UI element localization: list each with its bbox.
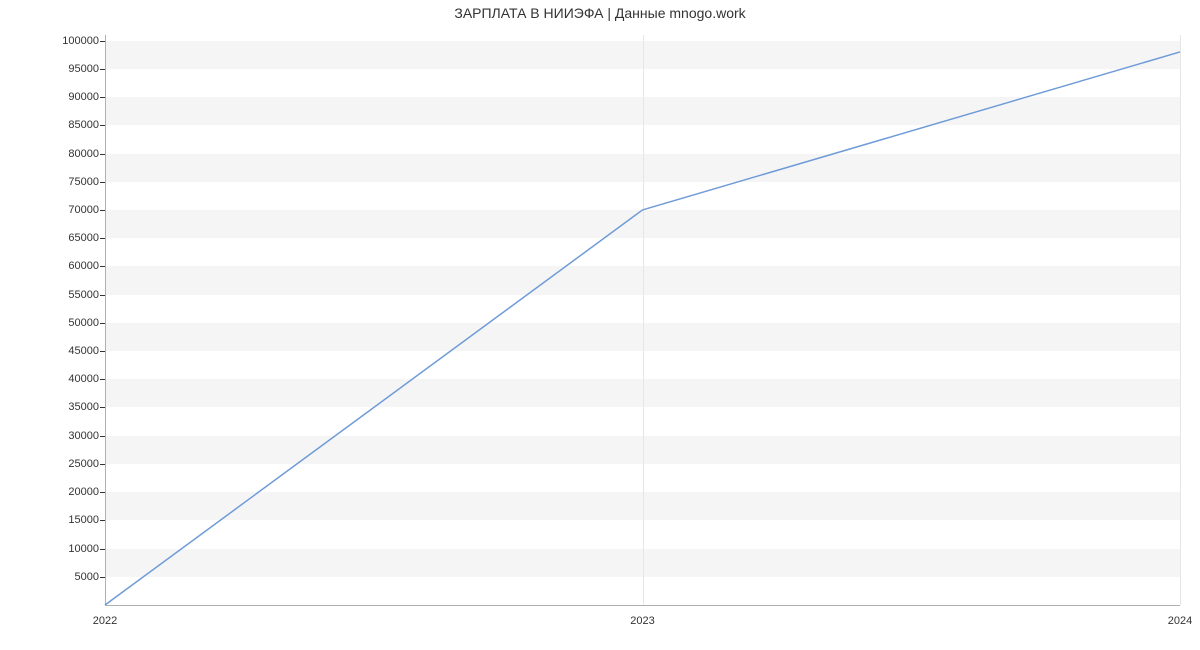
chart-container: { "chart": { "type": "line", "title": "З… bbox=[0, 0, 1200, 650]
y-tick-label: 60000 bbox=[68, 260, 99, 272]
y-tick-label: 25000 bbox=[68, 458, 99, 470]
x-axis-line bbox=[105, 605, 1180, 606]
grid-line-vertical bbox=[1180, 35, 1181, 605]
y-tick-label: 95000 bbox=[68, 63, 99, 75]
y-tick-label: 15000 bbox=[68, 514, 99, 526]
series-line bbox=[105, 52, 1180, 605]
y-tick-label: 50000 bbox=[68, 317, 99, 329]
line-series bbox=[105, 35, 1180, 605]
y-tick-label: 10000 bbox=[68, 543, 99, 555]
y-tick-label: 80000 bbox=[68, 148, 99, 160]
y-tick-label: 5000 bbox=[75, 571, 99, 583]
x-tick-label: 2023 bbox=[630, 615, 654, 627]
plot-area: 5000100001500020000250003000035000400004… bbox=[105, 35, 1180, 605]
chart-title: ЗАРПЛАТА В НИИЭФА | Данные mnogo.work bbox=[0, 5, 1200, 21]
y-tick-label: 35000 bbox=[68, 401, 99, 413]
x-tick-label: 2022 bbox=[93, 615, 117, 627]
x-tick-label: 2024 bbox=[1168, 615, 1192, 627]
y-tick-label: 65000 bbox=[68, 232, 99, 244]
y-tick-label: 75000 bbox=[68, 176, 99, 188]
y-tick-label: 55000 bbox=[68, 289, 99, 301]
y-tick-label: 45000 bbox=[68, 345, 99, 357]
y-tick-label: 90000 bbox=[68, 91, 99, 103]
y-tick-label: 20000 bbox=[68, 486, 99, 498]
y-tick-label: 30000 bbox=[68, 430, 99, 442]
y-tick-label: 85000 bbox=[68, 119, 99, 131]
y-tick-label: 100000 bbox=[62, 35, 99, 47]
y-tick-label: 40000 bbox=[68, 373, 99, 385]
y-tick-label: 70000 bbox=[68, 204, 99, 216]
